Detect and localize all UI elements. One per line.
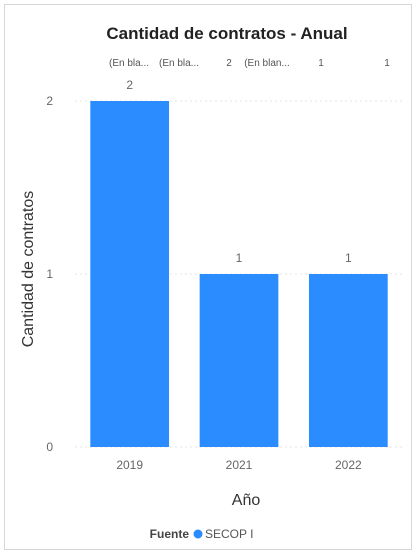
- legend-item-label[interactable]: SECOP I: [205, 527, 253, 541]
- data-labels: 2 1 1: [126, 78, 352, 265]
- legend-swatch-secop-i: [193, 529, 203, 539]
- x-axis-ticks: 2019 2021 2022: [116, 458, 362, 472]
- top-label-5: 1: [384, 58, 390, 69]
- bar-2019: [90, 101, 170, 447]
- bar-chart: Cantidad de contratos - Anual (En bla...…: [20, 24, 403, 541]
- chart-title: Cantidad de contratos - Anual: [106, 24, 347, 43]
- x-axis-title: Año: [232, 492, 261, 509]
- data-label-2019: 2: [126, 78, 133, 92]
- top-label-2: 2: [226, 58, 232, 69]
- bars: [90, 101, 388, 447]
- bar-2021: [199, 274, 279, 447]
- x-tick-label-2021: 2021: [226, 458, 253, 472]
- top-label-4: 1: [318, 58, 324, 69]
- x-tick-label-2019: 2019: [116, 458, 143, 472]
- data-label-2022: 1: [345, 251, 352, 265]
- x-tick-label-2022: 2022: [335, 458, 362, 472]
- top-label-1: (En bla...: [159, 58, 199, 69]
- y-tick-label: 2: [46, 94, 53, 108]
- chart-card: Cantidad de contratos - Anual (En bla...…: [4, 4, 412, 550]
- top-label-3: (En blan...: [244, 58, 290, 69]
- legend-title: Fuente: [150, 527, 190, 541]
- data-label-2021: 1: [236, 251, 243, 265]
- y-tick-label: 0: [46, 440, 53, 454]
- top-labels-row: (En bla... (En bla... 2 (En blan... 1 1: [109, 58, 390, 69]
- top-label-0: (En bla...: [109, 58, 149, 69]
- bar-2022: [308, 274, 388, 447]
- y-axis-title: Cantidad de contratos: [20, 191, 37, 348]
- legend: Fuente SECOP I: [150, 527, 254, 541]
- y-tick-label: 1: [46, 267, 53, 281]
- y-axis-ticks: 0 1 2: [46, 94, 53, 454]
